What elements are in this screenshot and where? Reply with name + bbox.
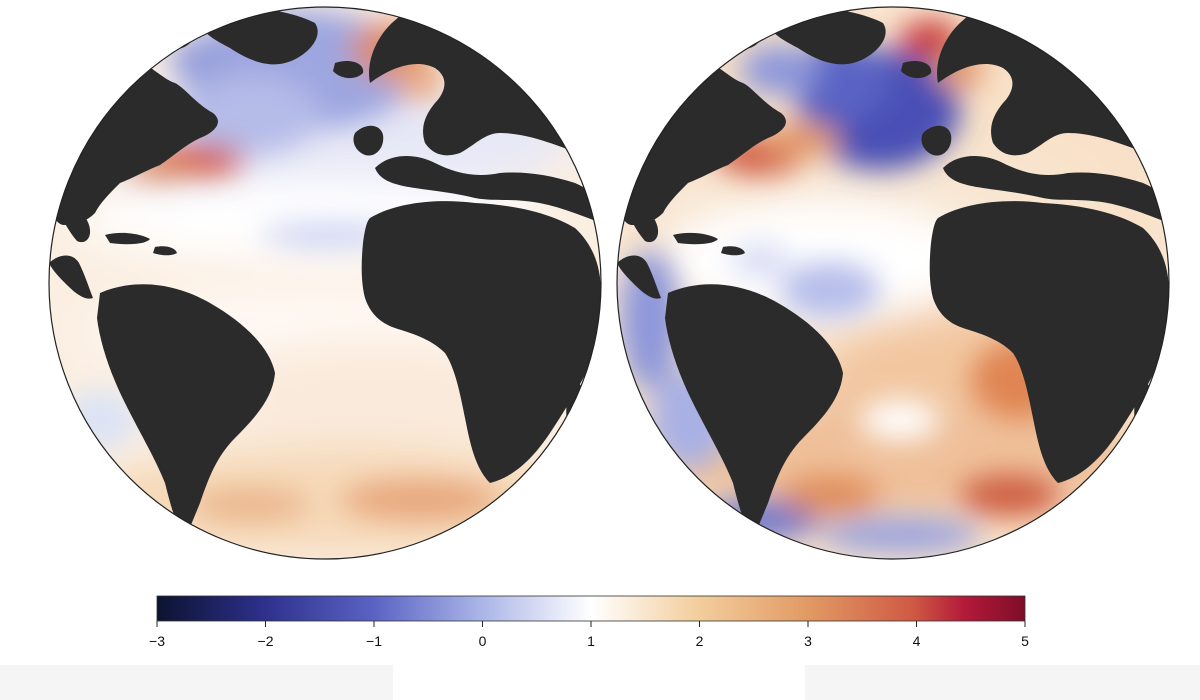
colorbar-tick-label: 4 — [913, 633, 921, 649]
colorbar-tick-label: −3 — [149, 633, 165, 649]
colorbar-tick-label: −1 — [366, 633, 382, 649]
bottom-strip-right — [805, 665, 1200, 700]
globe-right — [616, 6, 1170, 560]
colorbar-tick-label: 2 — [696, 633, 704, 649]
colorbar-tick-label: 3 — [804, 633, 812, 649]
colorbar-gradient — [156, 595, 1026, 622]
colorbar-ticks: −3 −2 −1 0 1 2 3 4 5 — [149, 621, 1029, 649]
colorbar-tick-label: 5 — [1021, 633, 1029, 649]
colorbar-tick-label: 0 — [479, 633, 487, 649]
bottom-strip-left — [0, 665, 393, 700]
colorbar-tick-label: −2 — [258, 633, 274, 649]
globe-left — [48, 6, 602, 560]
colorbar-tick-label: 1 — [587, 633, 595, 649]
colorbar: −3 −2 −1 0 1 2 3 4 5 — [149, 595, 1029, 649]
